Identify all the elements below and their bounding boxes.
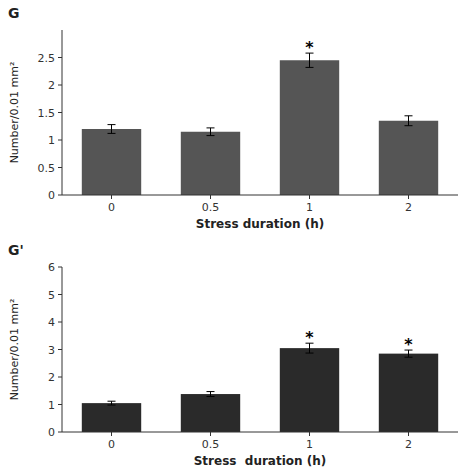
y-tick <box>58 404 62 405</box>
x-tick-label: 1 <box>306 201 313 214</box>
annotation: * <box>305 328 314 347</box>
y-tick <box>58 112 62 113</box>
y-tick <box>58 267 62 268</box>
y-tick-label: 4 <box>48 316 55 329</box>
x-tick <box>408 195 409 199</box>
bar <box>280 348 339 432</box>
y-axis-label: Number/0.01 mm² <box>8 299 21 401</box>
y-tick <box>58 167 62 168</box>
x-tick-label: 0 <box>108 438 115 451</box>
y-tick-label: 2 <box>48 79 55 92</box>
y-tick-label: 0.5 <box>38 162 56 175</box>
y-tick-label: 2 <box>48 371 55 384</box>
bar <box>82 403 141 432</box>
x-tick-label: 0 <box>108 201 115 214</box>
x-tick <box>111 432 112 436</box>
bar <box>82 129 141 195</box>
x-tick-label: 2 <box>405 201 412 214</box>
bar <box>280 60 339 195</box>
y-tick-label: 3 <box>48 344 55 357</box>
title: G <box>8 5 20 21</box>
x-tick-label: 2 <box>405 438 412 451</box>
annotation: * <box>305 38 314 57</box>
panel: G' 0 1 2 3 4 5 6 0 0.5 1 2 Stress duration (h) Number… <box>8 242 458 468</box>
figure: G 0 0.5 1 1.5 2 2.5 0 0.5 1 2 Stress duration (h) Nu… <box>0 0 474 474</box>
x-axis-label: Stress duration (h) <box>194 454 327 468</box>
x-axis-label: Stress duration (h) <box>196 217 324 231</box>
error-bar <box>405 116 413 126</box>
x-tick-label: 0.5 <box>202 201 220 214</box>
y-tick <box>58 432 62 433</box>
y-tick-label: 5 <box>48 289 55 302</box>
annotation: * <box>404 335 413 354</box>
y-tick-label: 1.5 <box>38 107 56 120</box>
x-tick-label: 1 <box>306 438 313 451</box>
y-tick-label: 2.5 <box>38 52 56 65</box>
title: G' <box>8 242 24 258</box>
bar <box>181 394 240 432</box>
y-tick <box>58 85 62 86</box>
x-axis-line <box>62 432 458 433</box>
y-tick <box>58 57 62 58</box>
x-tick <box>309 432 310 436</box>
y-tick <box>58 195 62 196</box>
y-tick <box>58 294 62 295</box>
x-tick-label: 0.5 <box>202 438 220 451</box>
error-bar <box>207 128 215 136</box>
marks <box>82 53 438 195</box>
bar <box>181 132 240 195</box>
error-bar <box>108 401 116 405</box>
x-tick <box>309 195 310 199</box>
x-tick <box>408 432 409 436</box>
y-tick-label: 0 <box>48 189 55 202</box>
x-tick <box>111 195 112 199</box>
y-tick <box>58 322 62 323</box>
bar <box>379 121 438 195</box>
x-tick <box>210 195 211 199</box>
error-bar <box>207 392 215 397</box>
y-tick-label: 0 <box>48 426 55 439</box>
x-tick <box>210 432 211 436</box>
y-axis-label: Number/0.01 mm² <box>8 62 21 164</box>
y-tick-label: 1 <box>48 399 55 412</box>
x-axis-line <box>62 195 458 196</box>
y-tick <box>58 349 62 350</box>
error-bar <box>108 125 116 134</box>
y-tick <box>58 377 62 378</box>
bar <box>379 354 438 432</box>
panel: G 0 0.5 1 1.5 2 2.5 0 0.5 1 2 Stress duration (h) Nu… <box>8 5 458 231</box>
y-tick-label: 1 <box>48 134 55 147</box>
marks <box>82 343 438 432</box>
y-tick-label: 6 <box>48 261 55 274</box>
y-tick <box>58 140 62 141</box>
